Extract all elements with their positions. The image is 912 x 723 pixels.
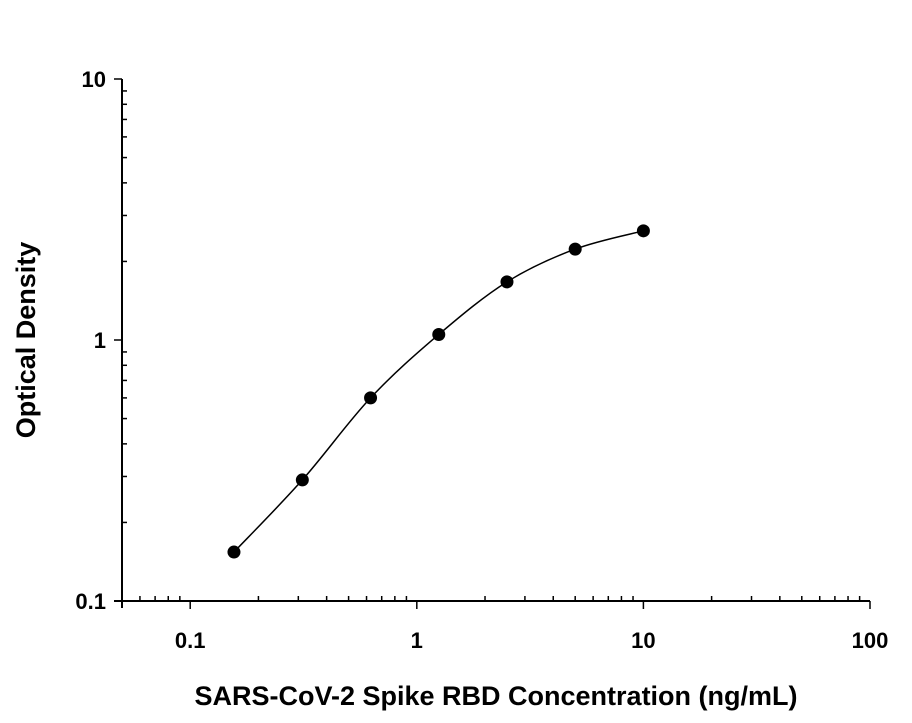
data-point — [295, 473, 309, 487]
data-point — [227, 545, 241, 559]
x-tick-label: 1 — [411, 628, 423, 653]
data-point — [500, 275, 514, 289]
y-axis-label: Optical Density — [11, 242, 41, 439]
data-point — [432, 327, 446, 341]
data-point — [364, 391, 378, 405]
x-tick-label: 10 — [631, 628, 655, 653]
x-axis-label: SARS-CoV-2 Spike RBD Concentration (ng/m… — [194, 681, 797, 711]
data-point — [568, 242, 582, 256]
y-tick-label: 1 — [94, 328, 106, 353]
y-tick-label: 10 — [82, 67, 106, 92]
x-tick-label: 100 — [852, 628, 889, 653]
x-tick-label: 0.1 — [175, 628, 206, 653]
y-tick-label: 0.1 — [75, 589, 106, 614]
data-point — [636, 224, 650, 238]
fit-curve — [233, 230, 644, 553]
